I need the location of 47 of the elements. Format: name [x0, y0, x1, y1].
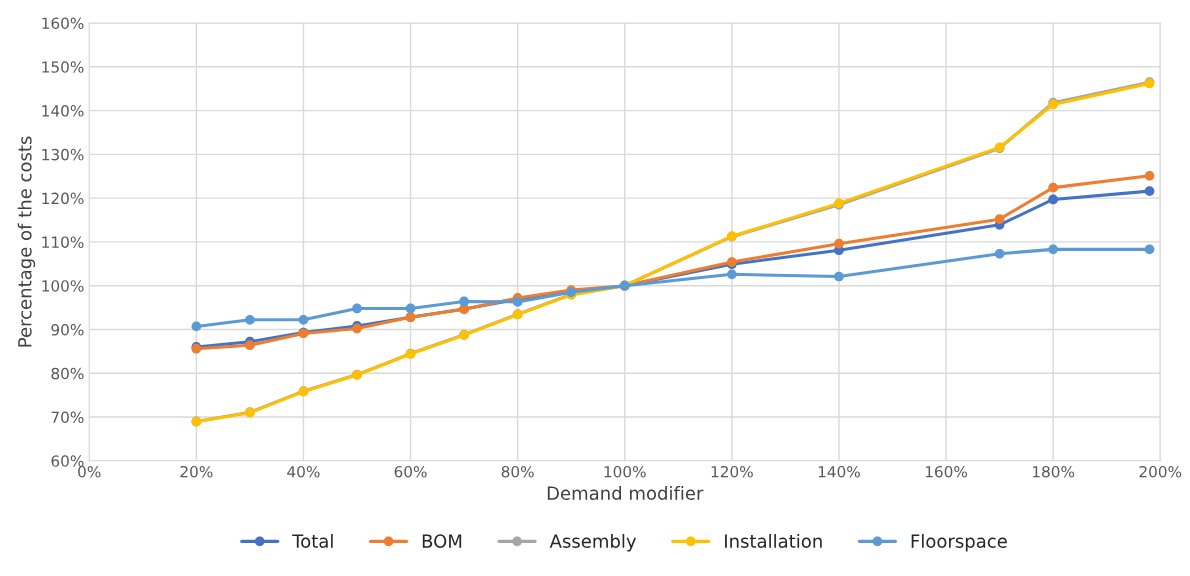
y-axis-title: Percentage of the costs	[17, 136, 36, 347]
y-tick-label: 80%	[51, 367, 84, 380]
point	[405, 303, 416, 314]
y-tick-label: 60%	[51, 455, 84, 467]
point	[191, 321, 202, 332]
y-tick-label: 120%	[42, 192, 84, 205]
point	[726, 269, 737, 280]
point	[459, 296, 469, 307]
point	[1048, 194, 1059, 205]
point	[1048, 182, 1059, 193]
legend-label: Total	[292, 533, 333, 548]
point	[1144, 186, 1155, 196]
legend-label: Installation	[725, 533, 822, 548]
point	[1048, 244, 1059, 255]
y-tick-label: 150%	[42, 61, 84, 73]
y-tick-label: 100%	[42, 280, 84, 292]
point	[994, 248, 1005, 259]
y-tick-label: 130%	[42, 148, 84, 161]
point	[834, 238, 844, 249]
y-tick-label: 70%	[51, 411, 84, 424]
y-tick-label: 90%	[51, 323, 84, 336]
x-tick-label: 0%	[78, 465, 101, 478]
x-tick-label: 180%	[1032, 465, 1075, 478]
legend-label: Floorspace	[911, 533, 1007, 552]
x-tick-label: 200%	[1139, 465, 1182, 478]
point	[1144, 170, 1155, 181]
x-tick-label: 160%	[925, 465, 968, 478]
x-tick-label: 100%	[604, 465, 646, 478]
point	[298, 314, 309, 325]
x-tick-label: 60%	[394, 465, 427, 478]
y-tick-label: 140%	[42, 105, 84, 117]
point	[1144, 244, 1155, 255]
x-tick-label: 120%	[711, 465, 753, 478]
point	[994, 214, 1005, 225]
point	[245, 314, 255, 325]
x-tick-label: 80%	[501, 465, 534, 478]
x-tick-label: 20%	[180, 465, 213, 478]
point	[834, 271, 844, 282]
legend-label: BOM	[422, 534, 462, 548]
point	[245, 340, 255, 351]
legend-label: Assembly	[549, 533, 637, 552]
x-tick-label: 40%	[287, 465, 320, 478]
point	[352, 303, 362, 314]
y-tick-label: 160%	[42, 17, 84, 30]
y-tick-label: 110%	[42, 236, 84, 248]
x-tick-label: 140%	[818, 465, 860, 478]
x-axis-title: Demand modifier	[547, 486, 704, 500]
